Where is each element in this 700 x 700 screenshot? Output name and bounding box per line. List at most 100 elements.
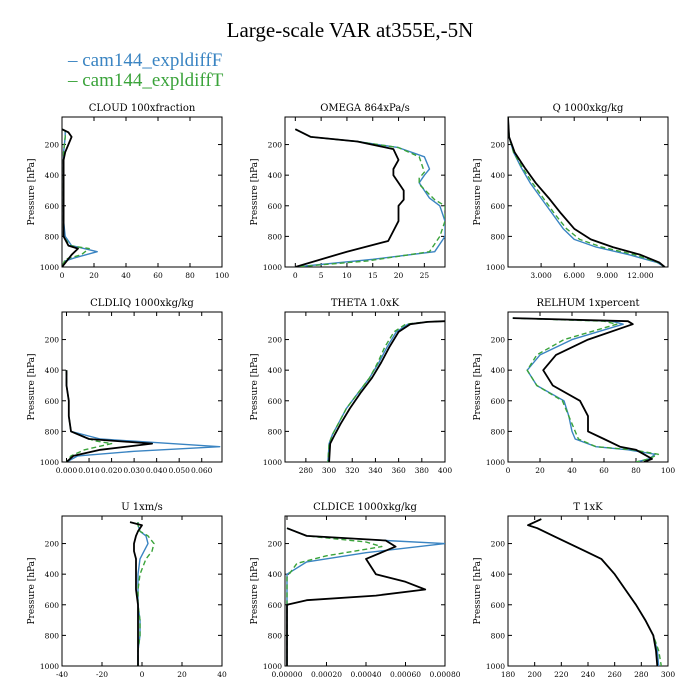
plot-frame — [61, 116, 223, 268]
x-tick-label: 0.020 — [101, 466, 123, 475]
panel-title: T 1xK — [573, 502, 603, 513]
series-line-3 — [62, 128, 79, 267]
y-axis-label: Pressure [hPa] — [27, 158, 37, 225]
series-line-1 — [65, 370, 221, 462]
x-tick-label: 80 — [631, 466, 641, 475]
x-tick-label: 240 — [581, 670, 596, 679]
plot-frame — [507, 311, 669, 463]
y-axis-label: Pressure [hPa] — [473, 158, 483, 225]
y-tick-label: 200 — [268, 540, 283, 549]
y-tick-label: 800 — [268, 631, 283, 640]
y-tick-label: 200 — [491, 141, 506, 150]
x-tick-label: 25 — [420, 271, 430, 280]
y-axis-label: Pressure [hPa] — [473, 353, 483, 420]
series-line-3 — [129, 521, 143, 666]
series-line-1 — [327, 320, 445, 462]
x-tick-label: 0 — [140, 670, 145, 679]
x-tick-label: 10 — [342, 271, 352, 280]
x-tick-label: 20 — [394, 271, 404, 280]
panel-8: CLDICE 1000xkg/kg 200 400 600 800 1000 Pressur… — [250, 502, 461, 679]
x-tick-label: 300 — [661, 670, 676, 679]
x-tick-label: 0.010 — [78, 466, 100, 475]
y-tick-label: 600 — [268, 202, 283, 211]
x-tick-label: 15 — [368, 271, 378, 280]
series-line-2 — [508, 117, 666, 267]
panel-title: Q 1000xkg/kg — [553, 103, 624, 114]
series-line-2 — [527, 518, 662, 666]
x-tick-label: 40 — [217, 670, 227, 679]
x-tick-label: 0 — [60, 271, 65, 280]
y-tick-label: 400 — [268, 570, 283, 579]
y-tick-label: 1000 — [40, 662, 59, 671]
legend-entry-expldiffT: – cam144_expldiffT — [68, 70, 223, 92]
x-tick-label: 60 — [153, 271, 163, 280]
panel-title: CLOUD 100xfraction — [89, 103, 196, 114]
x-tick-label: 3.000 — [530, 271, 552, 280]
series-line-3 — [294, 128, 405, 267]
series-line-3 — [286, 527, 427, 666]
plot-frame — [284, 311, 446, 463]
x-tick-label: 20 — [177, 670, 187, 679]
y-tick-label: 200 — [45, 336, 60, 345]
x-tick-label: 260 — [608, 670, 623, 679]
y-tick-label: 800 — [491, 427, 506, 436]
panel-3: Q 1000xkg/kg 200 400 600 800 1000 Pressure [hP… — [473, 103, 669, 280]
x-tick-label: 0.050 — [168, 466, 190, 475]
series-line-3 — [65, 370, 154, 462]
legend-label: cam144_expldiffF — [82, 50, 223, 71]
series-line-2 — [327, 320, 445, 462]
x-tick-label: 280 — [634, 670, 649, 679]
y-tick-label: 800 — [491, 631, 506, 640]
panel-5: THETA 1.0xK 200 400 600 800 1000 Pressure [hPa… — [250, 298, 452, 475]
plot-frame — [507, 116, 669, 268]
panel-6: RELHUM 1xpercent2004006008001000Pressure… — [473, 298, 675, 475]
y-tick-label: 1000 — [486, 458, 505, 467]
x-tick-label: 80 — [185, 271, 195, 280]
x-tick-label: 0.060 — [191, 466, 213, 475]
x-tick-label: 0.000 — [56, 466, 78, 475]
series-line-3 — [512, 317, 653, 462]
x-tick-label: 100 — [215, 271, 230, 280]
x-tick-label: 400 — [438, 466, 453, 475]
y-tick-label: 1000 — [263, 458, 282, 467]
x-tick-label: 20 — [89, 271, 99, 280]
x-tick-label: 380 — [415, 466, 430, 475]
x-tick-label: 40 — [121, 271, 131, 280]
series-line-1 — [137, 522, 149, 666]
y-tick-label: 400 — [268, 171, 283, 180]
y-axis-label: Pressure [hPa] — [473, 557, 483, 624]
series-line-1 — [527, 518, 660, 666]
panel-title: RELHUM 1xpercent — [536, 298, 639, 309]
series-line-2 — [62, 128, 90, 267]
y-axis-label: Pressure [hPa] — [27, 557, 37, 624]
plot-frame — [284, 116, 446, 268]
page-title: Large-scale VAR at355E,-5N — [226, 18, 474, 42]
y-axis-label: Pressure [hPa] — [27, 353, 37, 420]
x-tick-label: 5 — [319, 271, 324, 280]
x-tick-label: 360 — [391, 466, 406, 475]
y-tick-label: 400 — [45, 366, 60, 375]
y-tick-label: 200 — [268, 141, 283, 150]
x-tick-label: 320 — [345, 466, 360, 475]
series-line-2 — [286, 527, 383, 666]
y-tick-label: 200 — [45, 540, 60, 549]
x-tick-label: 340 — [368, 466, 383, 475]
x-tick-label: 60 — [599, 466, 609, 475]
x-tick-label: 0.00060 — [390, 670, 421, 679]
panel-title: THETA 1.0xK — [331, 298, 400, 309]
plot-frame — [284, 515, 446, 667]
y-tick-label: 1000 — [263, 662, 282, 671]
y-axis-label: Pressure [hPa] — [250, 557, 260, 624]
y-tick-label: 400 — [45, 171, 60, 180]
y-tick-label: 600 — [491, 397, 506, 406]
series-line-3 — [527, 518, 659, 666]
panel-title: OMEGA 864xPa/s — [320, 103, 410, 114]
x-tick-label: 0 — [293, 271, 298, 280]
x-tick-label: 0 — [506, 466, 511, 475]
panel-title: U 1xm/s — [121, 502, 163, 513]
x-tick-label: 12.000 — [627, 271, 653, 280]
x-tick-label: 300 — [322, 466, 337, 475]
x-tick-label: 0.00040 — [350, 670, 381, 679]
series-line-1 — [508, 117, 666, 267]
